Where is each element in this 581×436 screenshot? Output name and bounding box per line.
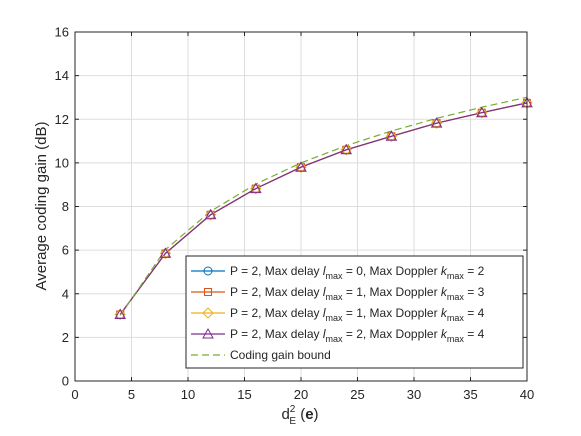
series-4-point	[114, 308, 127, 319]
legend-entries: P = 2, Max delay lmax = 0, Max Doppler k…	[191, 264, 485, 362]
series-3-point	[250, 182, 262, 195]
legend-marker-2	[204, 288, 212, 296]
y-tick-label: 10	[55, 155, 69, 170]
x-tick-label: 30	[407, 387, 421, 402]
series-3-point	[159, 247, 172, 260]
y-tick-label: 4	[62, 286, 69, 301]
series-markers	[114, 96, 533, 321]
x-axis-title-base: d	[281, 406, 289, 423]
series-4-point	[475, 106, 488, 118]
series-4-point	[430, 117, 443, 128]
series-3-point	[430, 117, 443, 129]
legend-label-2: P = 2, Max delay lmax = 1, Max Doppler k…	[230, 285, 485, 302]
x-tick-label: 20	[294, 387, 308, 402]
x-tick-label: 10	[181, 387, 195, 402]
y-tick-label: 16	[55, 25, 69, 40]
x-tick-label: 0	[71, 387, 78, 402]
y-tick-label: 8	[62, 199, 69, 214]
x-tick-label: 35	[463, 387, 477, 402]
x-axis-title-sub: E	[289, 416, 296, 427]
y-tick-label: 0	[62, 374, 69, 389]
series-4-point	[385, 130, 398, 141]
series-4-point	[159, 247, 172, 258]
series-lines	[119, 96, 528, 316]
series-4-point	[340, 143, 353, 155]
x-axis-title: d2 E (e)	[281, 404, 318, 427]
legend: P = 2, Max delay lmax = 0, Max Doppler k…	[185, 255, 524, 369]
series-3-point	[114, 308, 126, 321]
x-tick-label: 15	[237, 387, 251, 402]
series-4-point	[295, 161, 307, 172]
x-axis-title-sup: 2	[290, 404, 296, 415]
series-3-point	[295, 161, 307, 173]
series-4-point	[249, 182, 262, 194]
series-4-line	[119, 102, 528, 315]
legend-label-4: P = 2, Max delay lmax = 2, Max Doppler k…	[230, 327, 485, 344]
legend-marker-3	[202, 307, 214, 319]
grid	[75, 32, 527, 381]
series-5-line	[119, 96, 528, 316]
series-3-point	[340, 144, 352, 156]
y-tick-label: 2	[62, 330, 69, 345]
x-axis-title-arg: e	[305, 406, 313, 423]
x-tick-label: 25	[350, 387, 364, 402]
legend-label-1: P = 2, Max delay lmax = 0, Max Doppler k…	[230, 264, 485, 281]
legend-label-3: P = 2, Max delay lmax = 1, Max Doppler k…	[230, 306, 485, 323]
x-tick-label: 5	[128, 387, 135, 402]
series-4-point	[204, 208, 217, 220]
x-axis-title-open: (	[296, 406, 305, 423]
y-tick-label: 12	[55, 112, 69, 127]
y-axis-title: Average coding gain (dB)	[33, 121, 50, 290]
axis-ticks: 0 5 10 15 20 25 30 35 40 0 2 4 6 8 10 12 14 16	[55, 25, 535, 403]
series-3-point	[385, 130, 398, 142]
y-tick-label: 14	[55, 68, 69, 83]
legend-box	[185, 255, 524, 369]
y-tick-label: 6	[62, 243, 69, 258]
x-tick-label: 40	[520, 387, 534, 402]
legend-marker-4	[202, 327, 214, 339]
x-axis-title-close: )	[314, 406, 319, 423]
series-3-point	[204, 209, 217, 221]
legend-label-5: Coding gain bound	[230, 348, 331, 362]
legend-marker-1	[203, 266, 213, 276]
series-3-point	[476, 106, 488, 119]
